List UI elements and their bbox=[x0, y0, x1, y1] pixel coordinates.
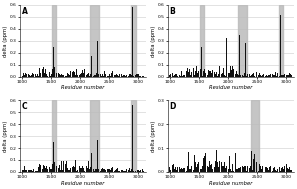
Bar bbox=[52, 100, 56, 172]
Bar bbox=[90, 5, 99, 77]
Bar bbox=[251, 100, 259, 172]
Bar bbox=[52, 5, 56, 77]
Bar bbox=[279, 5, 283, 77]
Y-axis label: delta (ppm): delta (ppm) bbox=[151, 25, 156, 57]
X-axis label: Residue number: Residue number bbox=[209, 180, 252, 186]
Bar bbox=[238, 5, 247, 77]
Text: D: D bbox=[170, 102, 176, 111]
Text: B: B bbox=[170, 7, 176, 16]
Bar bbox=[90, 100, 99, 172]
X-axis label: Residue number: Residue number bbox=[61, 85, 105, 90]
Bar bbox=[200, 5, 204, 77]
Y-axis label: delta (ppm): delta (ppm) bbox=[151, 120, 157, 152]
Bar bbox=[131, 100, 135, 172]
Y-axis label: delta (ppm): delta (ppm) bbox=[4, 25, 9, 57]
Text: C: C bbox=[22, 102, 28, 111]
Y-axis label: delta (ppm): delta (ppm) bbox=[4, 120, 9, 152]
X-axis label: Residue number: Residue number bbox=[61, 180, 105, 186]
Text: A: A bbox=[22, 7, 28, 16]
Bar bbox=[131, 5, 135, 77]
X-axis label: Residue number: Residue number bbox=[209, 85, 252, 90]
